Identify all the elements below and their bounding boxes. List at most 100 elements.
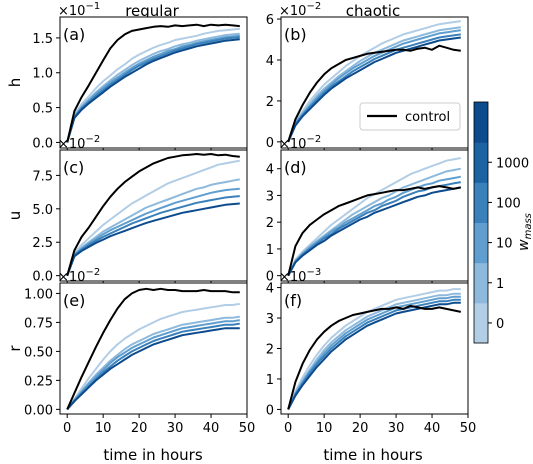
colorbar-segment (474, 262, 488, 304)
colorbar-tick-label: 0 (496, 317, 504, 332)
colorbar-tick-label: 1000 (496, 156, 529, 171)
y-tick-label: 6 (266, 13, 274, 28)
series-control-line (287, 44, 461, 143)
series-control-line (287, 185, 461, 276)
series-line-2 (66, 32, 240, 143)
y-scale-exponent: −2 (306, 134, 321, 145)
series-control-line (66, 23, 240, 143)
y-tick-label: 0 (266, 270, 274, 285)
colorbar-segment (474, 182, 488, 223)
series-line-5 (66, 38, 240, 143)
legend-box (359, 102, 461, 131)
y-tick-label: 0.0 (32, 136, 53, 151)
x-tick-label: 10 (316, 421, 333, 436)
y-scale-exponent: −2 (306, 1, 321, 12)
y-tick-label: 7.5 (32, 169, 53, 184)
y-tick-label: 0 (266, 136, 274, 151)
colorbar-segment (474, 302, 488, 344)
colorbar-frame (473, 101, 489, 344)
y-tick-label: 0 (266, 403, 274, 418)
series-line-1 (287, 20, 461, 143)
x-tick-label: 40 (203, 421, 220, 436)
series-line-3 (287, 175, 461, 277)
y-scale-base: ×10 (279, 270, 306, 285)
series-line-3 (66, 187, 240, 277)
series-line-5 (66, 202, 240, 277)
series-line-3 (287, 29, 461, 143)
y-tick-label: 0.00 (24, 403, 53, 418)
y-axis-label: r (6, 345, 24, 352)
plot-frame (59, 282, 248, 415)
y-tick-label: 1.00 (24, 287, 53, 302)
y-scale-base: ×10 (58, 4, 85, 19)
colorbar-segment (474, 222, 488, 264)
colorbar-tick-label: 100 (496, 196, 521, 211)
y-scale-factor: ×10−3 (279, 267, 321, 285)
y-tick-label: 2 (266, 343, 274, 358)
panel-c: 0.02.55.07.5×10−2u(c) (6, 134, 248, 285)
panel-label: (b) (284, 25, 307, 44)
y-scale-exponent: −1 (85, 1, 100, 12)
series-control-line (287, 304, 462, 410)
series-line-5 (287, 186, 461, 277)
plot-frame (280, 282, 469, 415)
series-line-5 (287, 36, 461, 143)
series-control-line (66, 287, 240, 410)
y-scale-factor: ×10−2 (279, 134, 321, 152)
series-line-3 (287, 295, 461, 410)
x-tick-label: 50 (460, 421, 477, 436)
y-scale-factor: ×10−2 (58, 267, 100, 285)
x-tick-label: 20 (352, 421, 369, 436)
x-tick-label: 10 (95, 421, 112, 436)
y-tick-label: 0.75 (24, 316, 53, 331)
plot-frame (280, 149, 469, 282)
colorbar-label-sub: mass (523, 213, 533, 239)
y-scale-base: ×10 (279, 4, 306, 19)
panel-label: (d) (284, 158, 307, 177)
series-line-3 (66, 34, 240, 143)
y-tick-label: 2.5 (32, 236, 53, 251)
y-tick-label: 3 (266, 312, 274, 327)
y-tick-label: 3 (266, 189, 274, 204)
y-tick-label: 0.0 (32, 270, 53, 285)
y-tick-label: 2 (266, 216, 274, 231)
series-line-2 (287, 167, 461, 277)
legend-label-control: control (405, 110, 450, 125)
series-line-5 (66, 327, 240, 411)
y-tick-label: 4 (266, 163, 274, 178)
col-title-chaotic: chaotic (346, 2, 400, 20)
x-tick-label: 0 (284, 421, 292, 436)
x-axis-label-left: time in hours (103, 446, 202, 464)
colorbar-segment (474, 142, 488, 183)
y-tick-label: 2 (266, 95, 274, 110)
col-title-regular: regular (125, 2, 179, 20)
panel-f: 0 10 20 30 40 50 0 1 2 3 4 ×10−3 (f) (266, 267, 477, 436)
y-tick-label: 1.5 (32, 32, 53, 47)
colorbar-label: wmass (516, 213, 533, 251)
series-line-1 (66, 302, 240, 410)
colorbar-tick-label: 10 (496, 237, 513, 252)
series-line-1 (287, 288, 461, 410)
series-line-4 (287, 33, 461, 143)
panel-a: 0.00.51.01.5×10−1h(a) (6, 1, 248, 152)
panel-e: 0 10 20 30 40 50 0.00 0.25 0.50 0.75 1.00 ×10−2 r (e) (6, 267, 255, 436)
y-tick-label: 0.5 (32, 102, 53, 117)
y-axis-label: u (6, 211, 24, 221)
y-tick-label: 1.0 (32, 67, 53, 82)
colorbar: 0 1 10 100 1000 (473, 101, 529, 344)
panel-label: (c) (63, 158, 84, 177)
colorbar-label-main: w (516, 239, 532, 251)
series-line-1 (66, 159, 240, 277)
series-line-2 (66, 315, 240, 411)
y-tick-label: 4 (266, 54, 274, 69)
panel-label: (a) (63, 25, 85, 44)
panel-label: (f) (284, 291, 302, 310)
y-tick-label: 1 (266, 373, 274, 388)
y-tick-label: 0.25 (24, 374, 53, 389)
colorbar-segment (474, 102, 488, 143)
series-line-5 (287, 301, 461, 410)
x-tick-label: 20 (131, 421, 148, 436)
series-line-2 (287, 292, 461, 410)
